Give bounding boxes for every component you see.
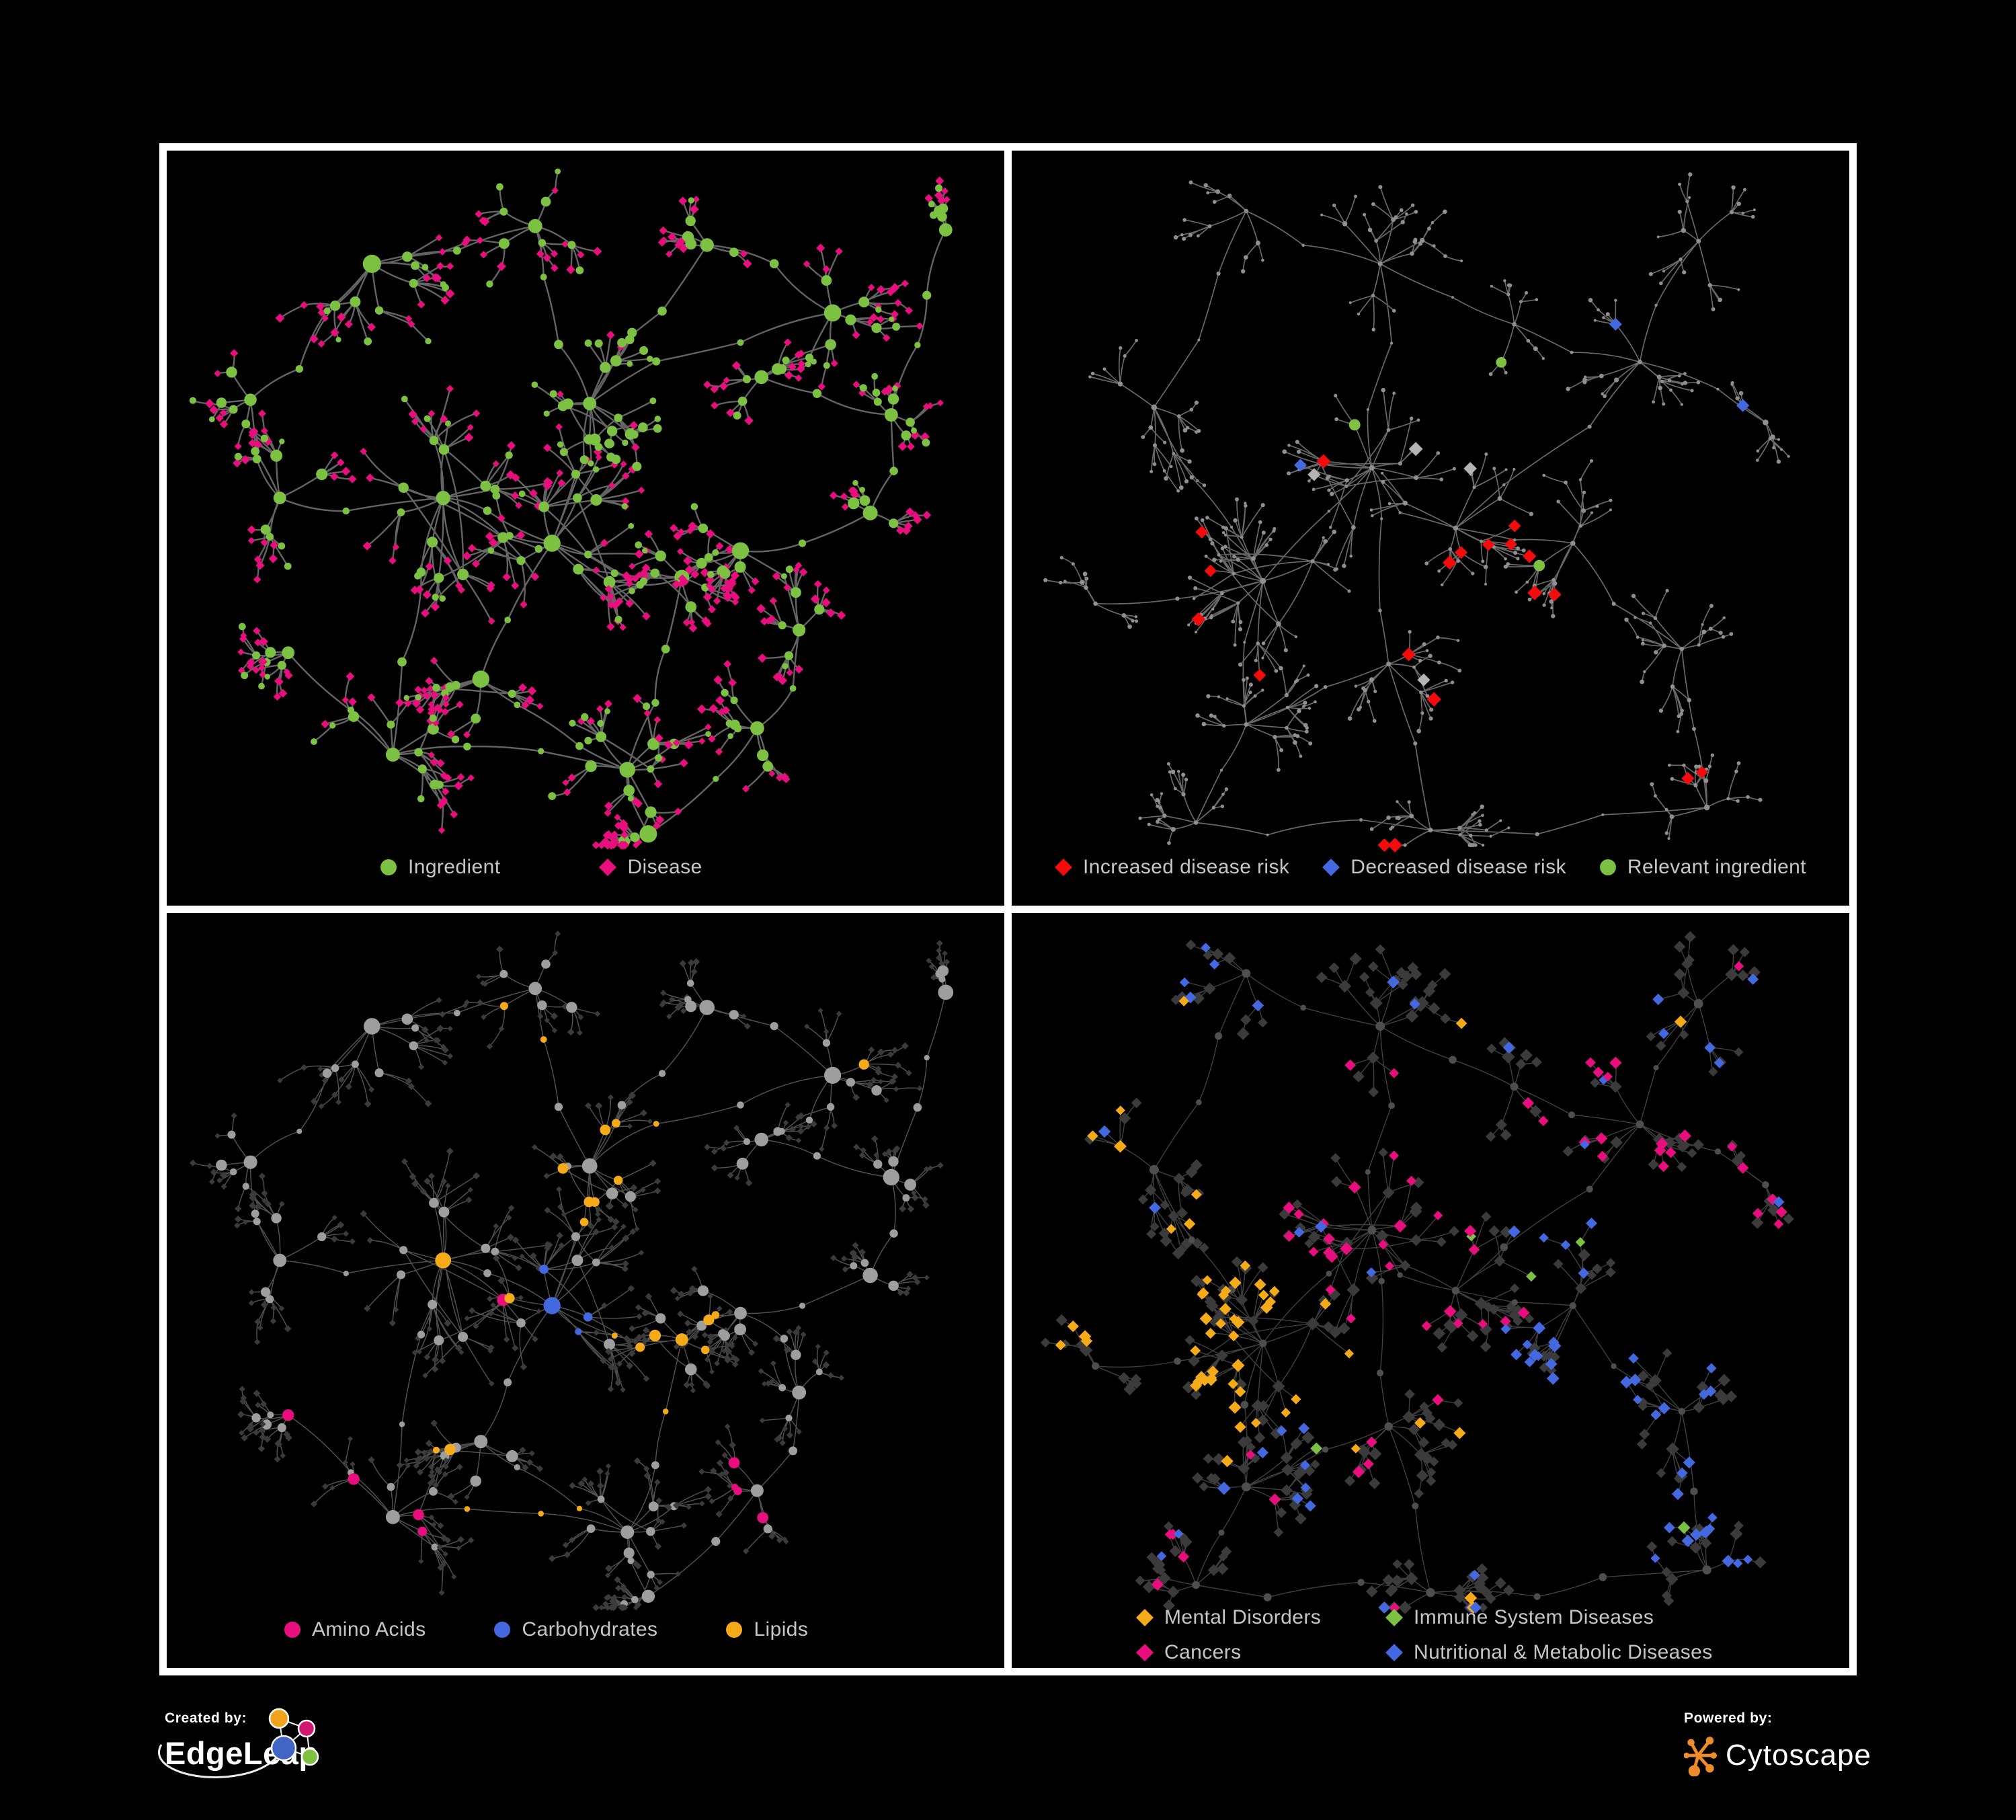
legend-diamond-icon (1136, 1644, 1154, 1661)
created-by-label: Created by: (165, 1710, 247, 1726)
legend-item: Cancers (1135, 1641, 1385, 1664)
disease-categories-legend: Mental Disorders Immune System Diseases Ca… (1135, 1606, 1713, 1664)
legend-row: Increased disease risk Decreased disease … (1054, 856, 1806, 879)
legend-label: Immune System Diseases (1414, 1606, 1654, 1628)
ingredient-disease-network (189, 168, 953, 850)
legend-circle-icon (380, 859, 397, 875)
powered-by-label: Powered by: (1684, 1710, 1773, 1726)
legend-circle-icon (284, 1622, 300, 1638)
macronutrient-classes-network (190, 931, 954, 1612)
cytoscape-credit: Powered by: (1684, 1710, 1871, 1776)
legend-item: Relevant ingredient (1599, 856, 1806, 879)
legend-item: Nutritional & Metabolic Diseases (1385, 1641, 1713, 1664)
disease-risk-legend: Increased disease risk Decreased disease … (1054, 856, 1806, 879)
legend-diamond-icon (1385, 1644, 1403, 1661)
legend-diamond-icon (1136, 1609, 1154, 1626)
legend-circle-icon (726, 1622, 743, 1638)
legend-row: Ingredient Disease (379, 856, 702, 879)
ingredient-disease-legend: Ingredient Disease (379, 856, 702, 879)
legend-label: Nutritional & Metabolic Diseases (1414, 1641, 1713, 1663)
legend-label: Increased disease risk (1083, 856, 1290, 878)
panel-grid: Ingredient Disease Increased disease risk… (159, 143, 1857, 1675)
legend-label: Lipids (754, 1618, 809, 1640)
legend-label: Decreased disease risk (1350, 856, 1566, 878)
cytoscape-logo-icon (1684, 1737, 1718, 1776)
panel-macronutrient-classes: Amino Acids Carbohydrates Lipids (167, 913, 1004, 1668)
legend-label: Carbohydrates (522, 1618, 658, 1640)
edgeleap-swoosh (158, 1744, 284, 1778)
legend-diamond-icon (1322, 859, 1340, 876)
legend-diamond-icon (599, 859, 617, 876)
legend-label: Ingredient (408, 856, 501, 878)
macronutrient-classes-legend: Amino Acids Carbohydrates Lipids (283, 1618, 808, 1641)
legend-label: Amino Acids (312, 1618, 426, 1640)
legend-item: Ingredient (379, 856, 500, 879)
legend-label: Mental Disorders (1164, 1606, 1322, 1628)
panel-disease-categories: Mental Disorders Immune System Diseases Ca… (1012, 913, 1849, 1668)
legend-circle-icon (1599, 859, 1616, 875)
legend-row: Mental Disorders Immune System Diseases (1135, 1606, 1713, 1629)
legend-label: Relevant ingredient (1627, 856, 1806, 878)
legend-row: Amino Acids Carbohydrates Lipids (283, 1618, 808, 1641)
legend-item: Lipids (725, 1618, 808, 1641)
legend-label: Disease (627, 856, 702, 878)
legend-label: Cancers (1164, 1641, 1242, 1663)
panel-ingredient-disease: Ingredient Disease (167, 151, 1004, 906)
disease-categories-network (1040, 931, 1794, 1614)
legend-item: Increased disease risk (1054, 856, 1289, 879)
legend-circle-icon (494, 1622, 511, 1638)
legend-item: Immune System Diseases (1385, 1606, 1713, 1629)
cytoscape-wordmark: Cytoscape (1726, 1739, 1871, 1772)
legend-item: Mental Disorders (1135, 1606, 1385, 1629)
panel-disease-risk: Increased disease risk Decreased disease … (1012, 151, 1849, 906)
legend-item: Disease (598, 856, 702, 879)
legend-diamond-icon (1055, 859, 1072, 876)
legend-item: Carbohydrates (493, 1618, 657, 1641)
edgeleap-logo-icon (268, 1708, 319, 1766)
legend-item: Amino Acids (283, 1618, 426, 1641)
legend-item: Decreased disease risk (1322, 856, 1566, 879)
legend-diamond-icon (1385, 1609, 1403, 1626)
disease-risk-network (1043, 172, 1790, 853)
legend-row: Cancers Nutritional & Metabolic Diseases (1135, 1641, 1713, 1664)
